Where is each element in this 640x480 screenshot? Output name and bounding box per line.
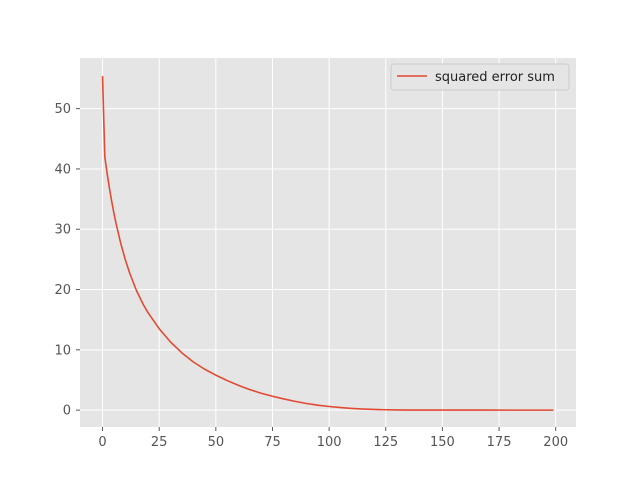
y-tick-label: 10 — [54, 343, 71, 358]
x-tick-label: 175 — [487, 435, 512, 450]
y-tick-label: 30 — [54, 223, 71, 238]
y-tick-label: 50 — [54, 102, 71, 117]
grid — [80, 58, 576, 427]
series-line — [101, 76, 554, 411]
legend-box — [390, 63, 570, 91]
y-tick-label: 20 — [54, 283, 71, 298]
tick-layer: 0 25 50 75 100 125 150 175 200 0 10 20 30 40 50 — [54, 102, 568, 450]
x-tick-label: 150 — [430, 435, 455, 450]
x-tick-label: 75 — [264, 435, 281, 450]
x-tick-label: 200 — [543, 435, 568, 450]
x-tick-label: 25 — [151, 435, 168, 450]
x-tick-label: 50 — [208, 435, 225, 450]
x-tick-label: 125 — [373, 435, 398, 450]
y-tick-label: 0 — [63, 404, 71, 419]
x-tick-label: 100 — [317, 435, 342, 450]
series-layer — [101, 76, 554, 411]
legend: squared error sum — [390, 63, 570, 91]
y-tick-label: 40 — [54, 162, 71, 177]
legend-label: squared error sum — [435, 70, 555, 85]
plot-background — [80, 58, 576, 427]
x-tick-label: 0 — [98, 435, 106, 450]
